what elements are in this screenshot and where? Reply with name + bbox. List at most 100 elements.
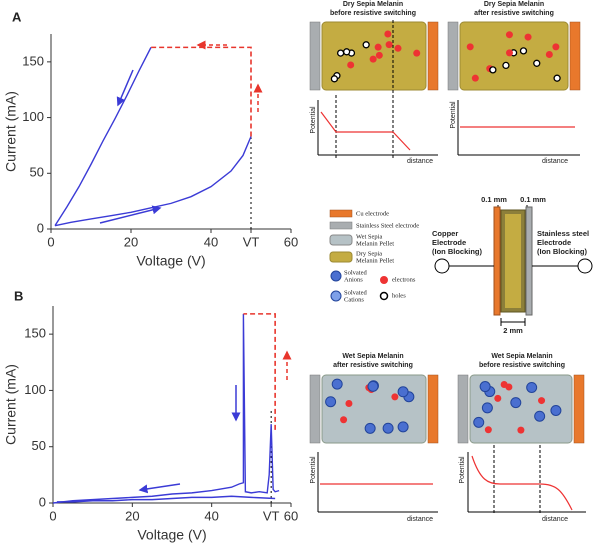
data-line bbox=[243, 313, 276, 430]
x-tick-label: VT bbox=[243, 234, 260, 249]
particle bbox=[494, 394, 502, 402]
axis-label: distance bbox=[407, 516, 433, 523]
particle bbox=[391, 393, 399, 401]
x-tick-label: VT bbox=[263, 508, 280, 523]
particle bbox=[382, 422, 394, 434]
particle bbox=[538, 397, 546, 405]
particle bbox=[362, 41, 370, 49]
particle bbox=[384, 30, 392, 38]
legend-label: holes bbox=[392, 292, 406, 299]
particle bbox=[342, 48, 351, 56]
y-tick-label: 100 bbox=[24, 382, 46, 397]
axis-label: Potential bbox=[310, 106, 317, 134]
legend-label: Cations bbox=[344, 296, 364, 303]
y-axis-title: Current (mA) bbox=[3, 364, 19, 445]
diagram-title: Wet Sepia Melanin bbox=[342, 353, 403, 360]
diagram-title: Wet Sepia Melanin bbox=[491, 353, 552, 360]
cell-label: (Ion Blocking) bbox=[537, 247, 587, 256]
cell-label: 0.1 mm bbox=[520, 195, 546, 204]
particle bbox=[526, 381, 538, 393]
legend-label: electrons bbox=[392, 276, 416, 283]
diagram-title: Dry Sepia Melanin bbox=[343, 1, 403, 8]
y-tick-label: 100 bbox=[22, 109, 44, 124]
diagram-dry-before: Dry Sepia Melanin before resistive switc… bbox=[309, 1, 439, 165]
particle bbox=[466, 43, 474, 51]
panel-label: B bbox=[14, 288, 23, 303]
cell-label: (Ion Blocking) bbox=[432, 247, 482, 256]
axis-label: Potential bbox=[310, 456, 317, 484]
x-tick-label: 40 bbox=[204, 234, 218, 249]
particle bbox=[471, 74, 479, 82]
cell-label: Electrode bbox=[432, 238, 466, 247]
particle bbox=[340, 416, 348, 424]
y-tick-label: 50 bbox=[30, 165, 44, 180]
particles bbox=[325, 30, 562, 434]
particle bbox=[345, 399, 353, 407]
cell-label: 0.1 mm bbox=[481, 195, 507, 204]
particle bbox=[325, 396, 337, 408]
x-tick-label: 40 bbox=[204, 508, 218, 523]
diagram-wet-before: Wet Sepia Melanin before resistive switc… bbox=[457, 353, 586, 523]
particle bbox=[505, 49, 513, 57]
legend-label: Stainless Steel electrode bbox=[356, 222, 419, 229]
diagram-title: before resistive switching bbox=[330, 10, 416, 17]
annotation-arrows bbox=[99, 40, 292, 494]
particle bbox=[397, 386, 409, 398]
diagram-legend: Cu electrode Stainless Steel electrode W… bbox=[329, 209, 419, 303]
particle bbox=[550, 404, 562, 416]
particle bbox=[510, 397, 522, 409]
particle bbox=[364, 422, 376, 434]
y-tick-label: 50 bbox=[32, 438, 46, 453]
cell-diagram: 0.1 mm 0.1 mm Copper Electrode (Ion Bloc… bbox=[432, 195, 593, 335]
x-axis-title: Voltage (V) bbox=[136, 253, 205, 269]
x-tick-label: 20 bbox=[124, 234, 138, 249]
axis-label: Potential bbox=[450, 101, 457, 129]
particle bbox=[505, 31, 513, 39]
legend-label: Wet Sepia bbox=[356, 233, 382, 240]
data-line bbox=[54, 136, 252, 227]
x-tick-label: 0 bbox=[47, 234, 54, 249]
particle bbox=[489, 66, 497, 74]
legend-label: Anions bbox=[344, 276, 363, 283]
x-tick-label: 0 bbox=[49, 508, 56, 523]
particle bbox=[500, 381, 508, 389]
diagram-title: after resistive switching bbox=[333, 362, 413, 369]
legend-label: Solvated bbox=[344, 269, 367, 276]
y-tick-label: 150 bbox=[24, 326, 46, 341]
particle bbox=[524, 33, 532, 41]
cell-label: Stainless steel bbox=[537, 229, 589, 238]
legend-label: Solvated bbox=[344, 289, 367, 296]
y-tick-label: 0 bbox=[39, 494, 46, 509]
axis-label: distance bbox=[542, 516, 568, 523]
particle bbox=[394, 44, 402, 52]
particle bbox=[519, 47, 528, 55]
diagram-title: after resistive switching bbox=[474, 10, 554, 17]
particle bbox=[375, 51, 383, 59]
data-line bbox=[151, 46, 252, 137]
cell-label: Electrode bbox=[537, 238, 571, 247]
particle bbox=[534, 410, 546, 422]
legend-label: Cu electrode bbox=[356, 210, 389, 217]
particle bbox=[369, 55, 377, 63]
data-line bbox=[56, 495, 276, 503]
axis-label: Potential bbox=[459, 456, 466, 484]
particle bbox=[385, 41, 393, 49]
y-tick-label: 150 bbox=[22, 53, 44, 68]
particle bbox=[545, 50, 553, 58]
y-tick-label: 0 bbox=[37, 220, 44, 235]
diagram-title: before resistive switching bbox=[479, 362, 565, 369]
particle bbox=[481, 402, 493, 414]
particle bbox=[479, 381, 491, 393]
particle bbox=[473, 416, 485, 428]
panel-label: A bbox=[12, 9, 22, 24]
y-axis-title: Current (mA) bbox=[3, 91, 19, 172]
particle bbox=[413, 49, 421, 57]
x-tick-label: 20 bbox=[125, 508, 139, 523]
diagram-title: Dry Sepia Melanin bbox=[484, 1, 544, 8]
data-line bbox=[54, 47, 152, 227]
particle bbox=[374, 43, 382, 51]
particle bbox=[533, 59, 541, 67]
particle bbox=[484, 426, 492, 434]
particle bbox=[553, 74, 561, 82]
